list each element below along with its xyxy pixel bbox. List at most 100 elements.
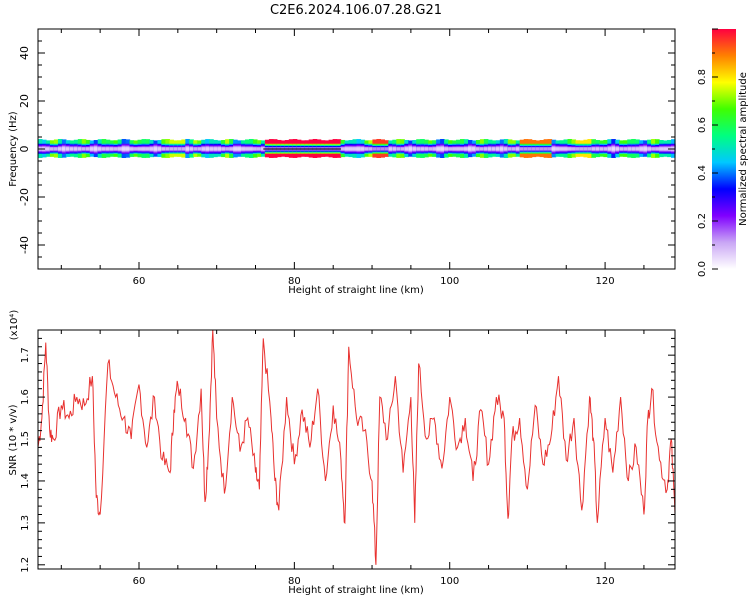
heatmap-cell — [460, 147, 465, 151]
heatmap-cell — [201, 147, 206, 151]
y-tick-label: 0 — [18, 146, 31, 153]
heatmap-cell — [376, 147, 381, 151]
heatmap-cell — [639, 147, 644, 151]
heatmap-cell — [177, 147, 182, 151]
heatmap-cell — [189, 147, 194, 151]
x-tick-label: 60 — [133, 276, 146, 287]
heatmap-cell — [448, 147, 453, 151]
heatmap-cell — [507, 147, 513, 151]
y-tick-label: 1.3 — [20, 515, 31, 531]
heatmap-cell — [237, 147, 242, 151]
heatmap-cell — [487, 147, 493, 151]
colorbar-ticks: 0.0 0.2 0.4 0.6 0.8 — [697, 28, 718, 277]
heatmap-cell — [519, 147, 525, 151]
snr-y-axis-label: SNR (10 * v/v) — [8, 404, 19, 475]
heatmap-cell — [404, 147, 409, 151]
spectrogram-panel: 60 80 100 120 -40 -20 0 20 40 Height of straigh… — [8, 28, 676, 296]
heatmap-cell — [579, 147, 585, 151]
heatmap-cell — [221, 147, 226, 151]
y-tick-label: 40 — [18, 46, 31, 60]
colorbar-tick-label: 0.8 — [697, 69, 708, 85]
heatmap-cell — [109, 147, 115, 151]
heatmap-cell — [49, 147, 55, 151]
heatmap-cell — [97, 147, 103, 151]
heatmap-cell — [587, 147, 592, 151]
heatmap-cell — [599, 147, 604, 151]
heatmap-cell — [635, 147, 640, 151]
y-tick-label: -40 — [18, 236, 31, 254]
heatmap-cell — [503, 147, 509, 151]
heatmap-cell — [344, 147, 350, 151]
heatmap-cell — [217, 147, 222, 151]
colorbar: 0.0 0.2 0.4 0.6 0.8 Normalized spectral ampl… — [697, 28, 749, 277]
heatmap-cell — [141, 147, 147, 151]
heatmap-cell — [412, 147, 417, 151]
heatmap-cell — [655, 147, 660, 151]
heatmap-cell — [225, 147, 230, 151]
heatmap-cell — [491, 147, 497, 151]
heatmap-cell — [531, 147, 537, 151]
y-tick-label: -20 — [18, 188, 31, 206]
heatmap-cell — [416, 147, 421, 151]
y-tick-label: 20 — [18, 94, 31, 108]
y-tick-label: 1.2 — [20, 557, 31, 573]
snr-x-axis-label: Height of straight line (km) — [288, 585, 424, 596]
heatmap-cell — [595, 147, 600, 151]
heatmap-cell — [495, 147, 501, 151]
heatmap-cell — [567, 147, 573, 151]
heatmap-cell — [81, 147, 87, 151]
heatmap-cell — [348, 147, 354, 151]
heatmap-cell — [133, 147, 139, 151]
x-tick-label: 80 — [288, 576, 301, 587]
heatmap-cell — [432, 147, 437, 151]
heatmap-cell — [157, 147, 163, 151]
heatmap-cell — [77, 147, 83, 151]
heatmap-cell — [65, 147, 71, 151]
heatmap-cell — [256, 147, 262, 151]
heatmap-cell — [161, 147, 166, 151]
heatmap-cell — [173, 147, 178, 151]
heatmap-cell — [229, 147, 234, 151]
heatmap-cell — [467, 147, 473, 151]
heatmap-cell — [93, 147, 99, 151]
colorbar-tick-label: 0.6 — [697, 117, 708, 133]
y-tick-label: 1.4 — [20, 473, 31, 489]
spectrogram-x-axis-label: Height of straight line (km) — [288, 285, 424, 296]
heatmap-cell — [53, 147, 59, 151]
heatmap-cell — [440, 147, 445, 151]
y-tick-label: 1.6 — [20, 389, 31, 405]
y-tick-label: 1.7 — [20, 347, 31, 363]
heatmap-cell — [121, 147, 127, 151]
colorbar-tick-label: 0.4 — [697, 165, 708, 181]
x-tick-label: 120 — [596, 576, 615, 587]
heatmap-cell — [471, 147, 477, 151]
heatmap-cell — [252, 147, 258, 151]
heatmap-cell — [193, 147, 198, 151]
heatmap-cell — [475, 147, 481, 151]
heatmap-cell — [45, 147, 51, 151]
spectrogram-y-ticks: -40 -20 0 20 40 — [18, 28, 675, 270]
heatmap-cell — [340, 147, 346, 151]
heatmap-cell — [483, 147, 489, 151]
colorbar-tick-label: 0.0 — [697, 261, 708, 277]
colorbar-tick-label: 0.2 — [697, 213, 708, 229]
heatmap-cell — [61, 147, 67, 151]
heatmap-cell — [145, 147, 151, 151]
heatmap-cell — [213, 147, 218, 151]
heatmap-cell — [400, 147, 405, 151]
heatmap-cell — [663, 147, 668, 151]
heatmap-cell — [575, 147, 581, 151]
heatmap-cell — [249, 147, 254, 151]
heatmap-cell — [73, 147, 79, 151]
heatmap-cell — [185, 147, 190, 151]
heatmap-cell — [241, 147, 246, 151]
heatmap-cell — [69, 147, 75, 151]
heatmap-cell — [539, 147, 545, 151]
heatmap-cell — [245, 147, 250, 151]
heatmap-cell — [627, 147, 632, 151]
heatmap-cell — [424, 147, 429, 151]
heatmap-cell — [479, 147, 485, 151]
colorbar-scale — [712, 29, 736, 269]
heatmap-cell — [619, 147, 624, 151]
